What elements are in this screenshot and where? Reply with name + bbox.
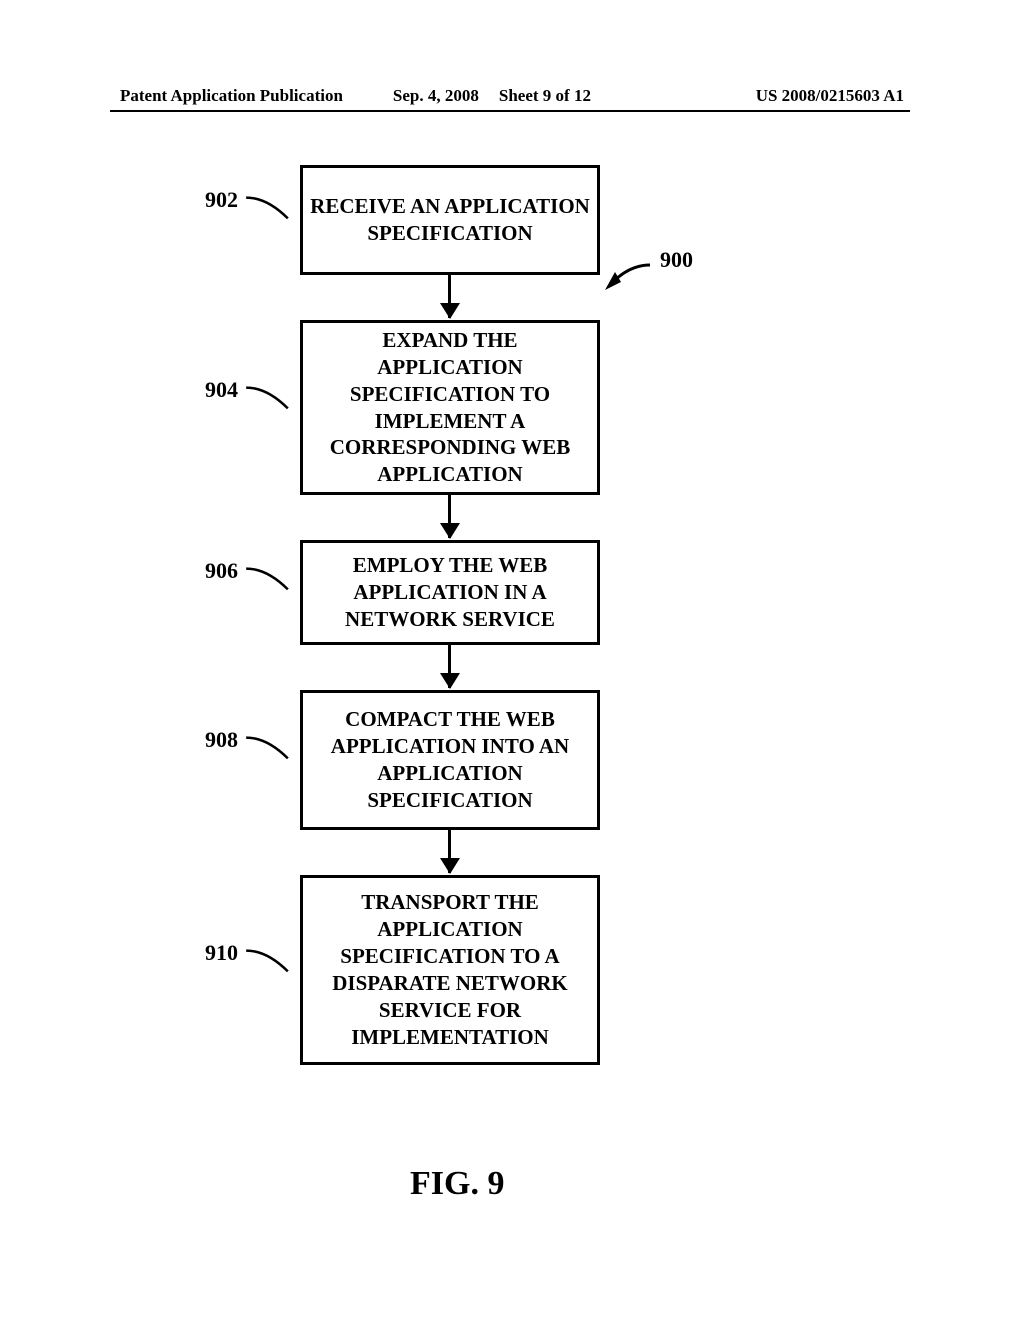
figure-ref-label: 900 — [660, 247, 693, 273]
ref-label-906: 906 — [205, 558, 238, 584]
flow-node-908: COMPACT THE WEB APPLICATION INTO AN APPL… — [300, 690, 600, 830]
flow-arrow — [448, 830, 451, 873]
figure-ref-pointer — [605, 260, 655, 295]
header-publication: Patent Application Publication — [120, 86, 343, 106]
ref-label-902: 902 — [205, 187, 238, 213]
figure-label: FIG. 9 — [410, 1165, 504, 1203]
flow-arrow — [448, 495, 451, 538]
header-code: US 2008/0215603 A1 — [756, 86, 904, 106]
lead-line — [242, 733, 292, 763]
flow-node-904: EXPAND THE APPLICATION SPECIFICATION TO … — [300, 320, 600, 495]
flow-node-902: RECEIVE AN APPLICATION SPECIFICATION — [300, 165, 600, 275]
flow-node-906: EMPLOY THE WEB APPLICATION IN A NETWORK … — [300, 540, 600, 645]
flow-arrow — [448, 275, 451, 318]
ref-label-904: 904 — [205, 377, 238, 403]
flowchart: RECEIVE AN APPLICATION SPECIFICATION 902 E… — [0, 165, 1024, 1165]
lead-line — [242, 564, 292, 594]
lead-line — [242, 193, 292, 223]
header-date: Sep. 4, 2008 — [393, 86, 479, 106]
flow-node-910: TRANSPORT THE APPLICATION SPECIFICATION … — [300, 875, 600, 1065]
ref-label-910: 910 — [205, 940, 238, 966]
ref-label-908: 908 — [205, 727, 238, 753]
lead-line — [242, 946, 292, 976]
header-rule — [110, 110, 910, 112]
patent-header: Patent Application Publication Sep. 4, 2… — [0, 86, 1024, 106]
flow-arrow — [448, 645, 451, 688]
lead-line — [242, 383, 292, 413]
header-sheet: Sheet 9 of 12 — [499, 86, 591, 106]
